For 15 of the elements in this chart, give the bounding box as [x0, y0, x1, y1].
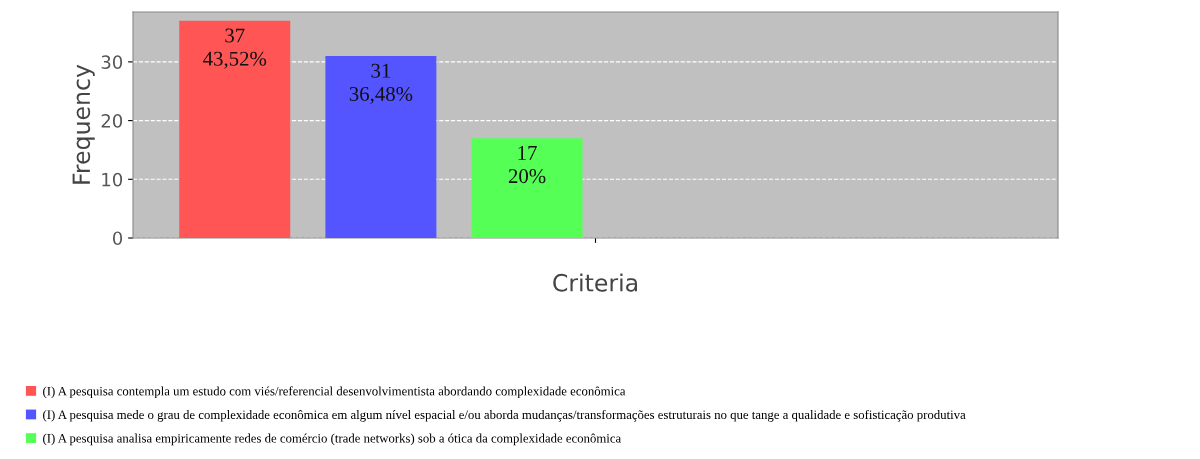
- data-label: 31 36,48%: [349, 63, 413, 104]
- y-tick-label: 0: [112, 231, 123, 246]
- y-axis-title: Frequency: [72, 64, 95, 184]
- bar: [325, 56, 437, 238]
- bar: [179, 20, 291, 238]
- legend-label: (I) A pesquisa contempla um estudo com viés/referencial desenvolvimentista abordando complexidade econômica: [43, 386, 626, 399]
- bar: [471, 138, 583, 238]
- y-tick-label: 10: [102, 172, 123, 187]
- data-label: 17 20%: [508, 145, 546, 184]
- legend-label: (I) A pesquisa mede o grau de complexidade econômica em algum nível espacial e/ou aborda mudanças/transformações estruturais no que tange a qualidade e sofisticação produtiva: [43, 409, 966, 422]
- y-tick-label: 20: [101, 114, 123, 128]
- x-axis-title: Criteria: [553, 273, 637, 292]
- data-label: 37 43,52%: [203, 28, 267, 69]
- legend-label: (I) A pesquisa analisa empiricamente redes de comércio (trade networks) sob a ótica da complexidade econômica: [43, 433, 622, 446]
- y-tick-label: 30: [101, 55, 123, 70]
